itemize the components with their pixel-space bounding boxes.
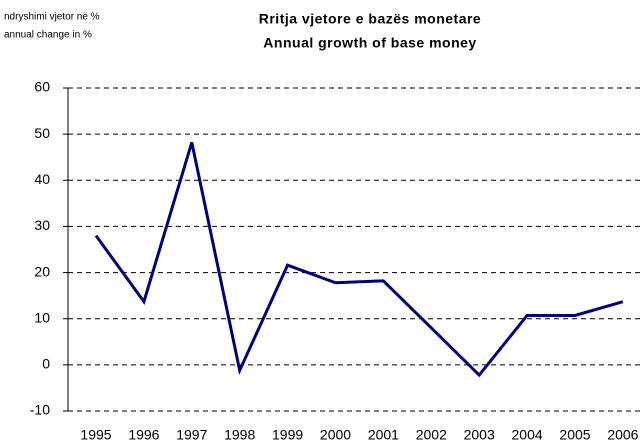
x-tick-label: 1997 <box>176 427 207 443</box>
y-tick-label: -10 <box>30 402 50 418</box>
x-tick-label: 2005 <box>559 427 590 443</box>
y-tick-label: 30 <box>34 217 50 233</box>
data-line <box>94 142 624 378</box>
y-tick-label: 40 <box>34 171 50 187</box>
y-tick-label: 60 <box>34 79 50 95</box>
x-tick-label: 1998 <box>224 427 255 443</box>
y-tick-label: 10 <box>34 309 50 325</box>
x-tick-label: 2000 <box>320 427 351 443</box>
x-tick-label: 1999 <box>272 427 303 443</box>
x-tick-label: 2004 <box>512 427 543 443</box>
y-axis-label: annual change in % <box>4 30 92 41</box>
y-tick-label: 20 <box>34 263 50 279</box>
x-tick-label: 2001 <box>368 427 399 443</box>
y-tick-label: 50 <box>34 125 50 141</box>
chart-title: Annual growth of base money <box>263 35 476 51</box>
x-tick-label: 2003 <box>464 427 495 443</box>
x-tick-label: 1996 <box>128 427 159 443</box>
x-tick-label: 2002 <box>416 427 447 443</box>
y-tick-label: 0 <box>42 356 50 372</box>
chart-title: Rritja vjetore e bazës monetare <box>259 11 481 27</box>
y-axis-label: ndryshimi vjetor në % <box>4 12 100 23</box>
x-tick-label: 1995 <box>80 427 111 443</box>
x-tick-label: 2006 <box>607 427 638 443</box>
